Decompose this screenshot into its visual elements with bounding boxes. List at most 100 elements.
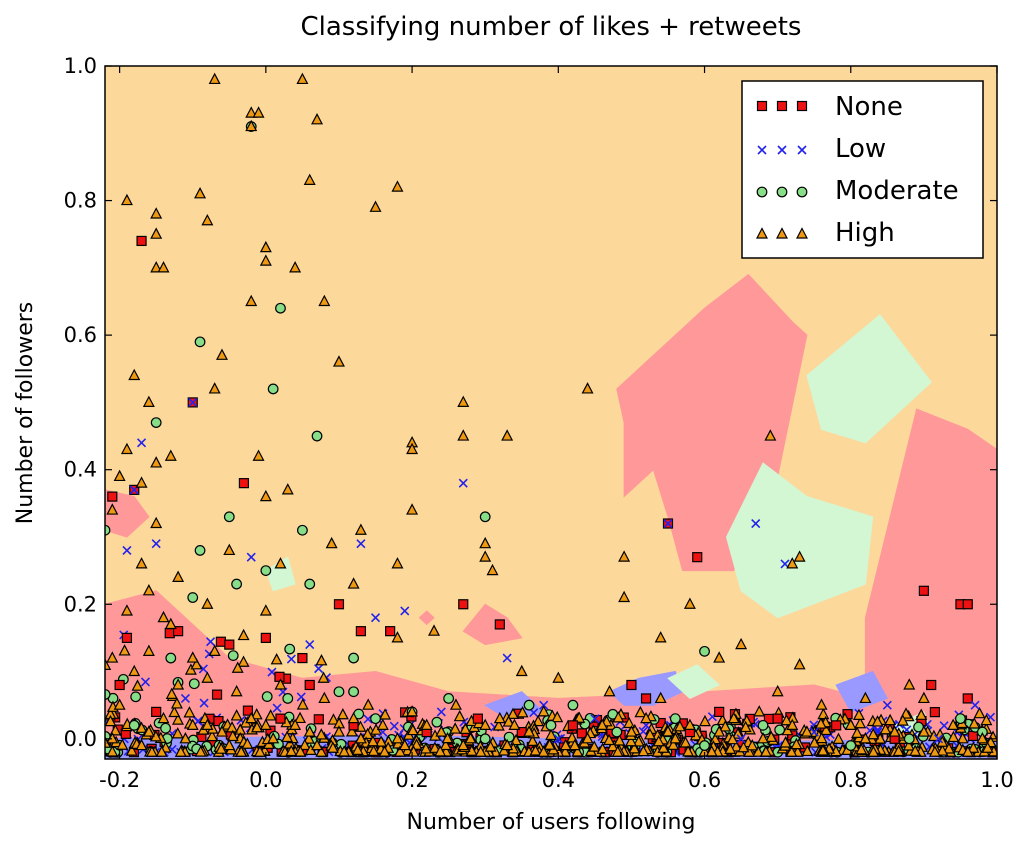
point-high	[786, 718, 799, 730]
point-high-dense	[428, 741, 441, 753]
point-high-dense	[270, 653, 283, 665]
point-high	[245, 711, 258, 724]
point-high	[596, 718, 609, 730]
point-high-dense	[854, 716, 867, 729]
region-moderate-2	[725, 462, 874, 619]
point-high	[713, 725, 726, 737]
y-tick-label: 0.8	[64, 189, 97, 213]
point-low-dense	[638, 726, 648, 736]
point-high-dense	[588, 740, 601, 752]
legend-high-marker	[776, 227, 788, 239]
point-high-dense	[215, 742, 228, 754]
point-high-dense	[155, 745, 168, 757]
point-moderate	[194, 336, 206, 348]
point-moderate-dense	[284, 643, 296, 655]
point-none	[173, 626, 184, 637]
point-high-dense	[317, 671, 330, 683]
point-high-dense	[281, 730, 294, 743]
point-high-dense	[407, 745, 420, 757]
point-high-dense	[492, 719, 505, 731]
point-high	[523, 725, 536, 737]
point-high-dense	[634, 705, 647, 718]
point-high-dense	[165, 687, 178, 700]
point-high	[318, 294, 331, 307]
point-high	[347, 711, 360, 724]
point-high	[281, 483, 294, 495]
point-high	[735, 637, 748, 650]
point-high	[844, 718, 857, 730]
point-none	[260, 632, 271, 643]
point-high	[515, 664, 528, 677]
point-high	[157, 261, 170, 273]
point-low-dense	[389, 721, 399, 731]
point-high-dense	[896, 714, 909, 726]
point-high	[479, 536, 492, 549]
legend-high-marker	[756, 227, 768, 239]
point-high-dense	[820, 723, 833, 736]
point-high-dense	[230, 709, 243, 721]
point-high	[150, 456, 163, 468]
point-none-dense	[242, 705, 254, 716]
point-high-dense	[814, 717, 827, 729]
point-high-dense	[915, 708, 928, 720]
point-high-dense	[624, 734, 637, 747]
point-none-dense	[967, 730, 979, 742]
point-none	[136, 235, 147, 247]
point-high-dense	[439, 738, 452, 751]
point-high	[376, 718, 389, 730]
point-high-dense	[871, 715, 884, 727]
point-high	[201, 213, 214, 226]
point-high	[150, 261, 163, 273]
region-moderate-13	[667, 664, 721, 699]
point-none	[355, 626, 367, 637]
legend-none-label: None	[835, 92, 903, 122]
point-moderate	[443, 693, 455, 704]
point-moderate-dense	[188, 678, 200, 690]
point-high-dense	[726, 732, 739, 745]
point-high-dense	[737, 740, 750, 753]
point-high-dense	[497, 744, 510, 756]
point-low	[663, 518, 673, 529]
point-high-dense	[441, 731, 454, 744]
point-high	[164, 449, 177, 461]
point-high	[479, 550, 492, 562]
point-high-dense	[298, 738, 311, 751]
point-high-dense	[145, 745, 158, 757]
legend-none-marker	[776, 100, 788, 112]
point-high-dense	[378, 745, 391, 757]
y-tick-label: 0.4	[64, 458, 97, 482]
point-moderate	[845, 740, 857, 751]
point-none	[114, 679, 125, 691]
point-high-dense	[394, 745, 407, 757]
point-high	[859, 691, 872, 704]
point-high	[194, 187, 207, 199]
point-moderate	[304, 578, 316, 590]
point-high-dense	[474, 745, 487, 757]
point-none	[714, 706, 725, 718]
point-high	[311, 113, 324, 125]
point-high-dense	[375, 735, 388, 747]
point-high-dense	[961, 745, 974, 757]
point-high-dense	[326, 741, 339, 753]
point-high	[303, 725, 316, 737]
point-high-dense	[264, 709, 277, 721]
point-moderate	[105, 524, 111, 536]
point-high	[318, 691, 331, 704]
point-high-dense	[673, 720, 686, 732]
point-high-dense	[956, 732, 969, 744]
point-high	[603, 684, 616, 697]
point-moderate	[567, 699, 579, 711]
point-high	[508, 718, 521, 730]
point-none	[626, 679, 637, 691]
point-high-dense	[171, 727, 184, 739]
point-moderate	[260, 565, 272, 577]
point-high-dense	[194, 745, 207, 757]
point-high	[406, 442, 419, 455]
point-high-dense	[612, 711, 625, 723]
point-high-dense	[253, 745, 266, 757]
point-none	[151, 706, 162, 718]
point-high	[618, 550, 631, 562]
point-high-dense	[643, 728, 656, 740]
y-axis-label: Number of followers	[13, 302, 38, 525]
point-moderate	[669, 713, 681, 725]
